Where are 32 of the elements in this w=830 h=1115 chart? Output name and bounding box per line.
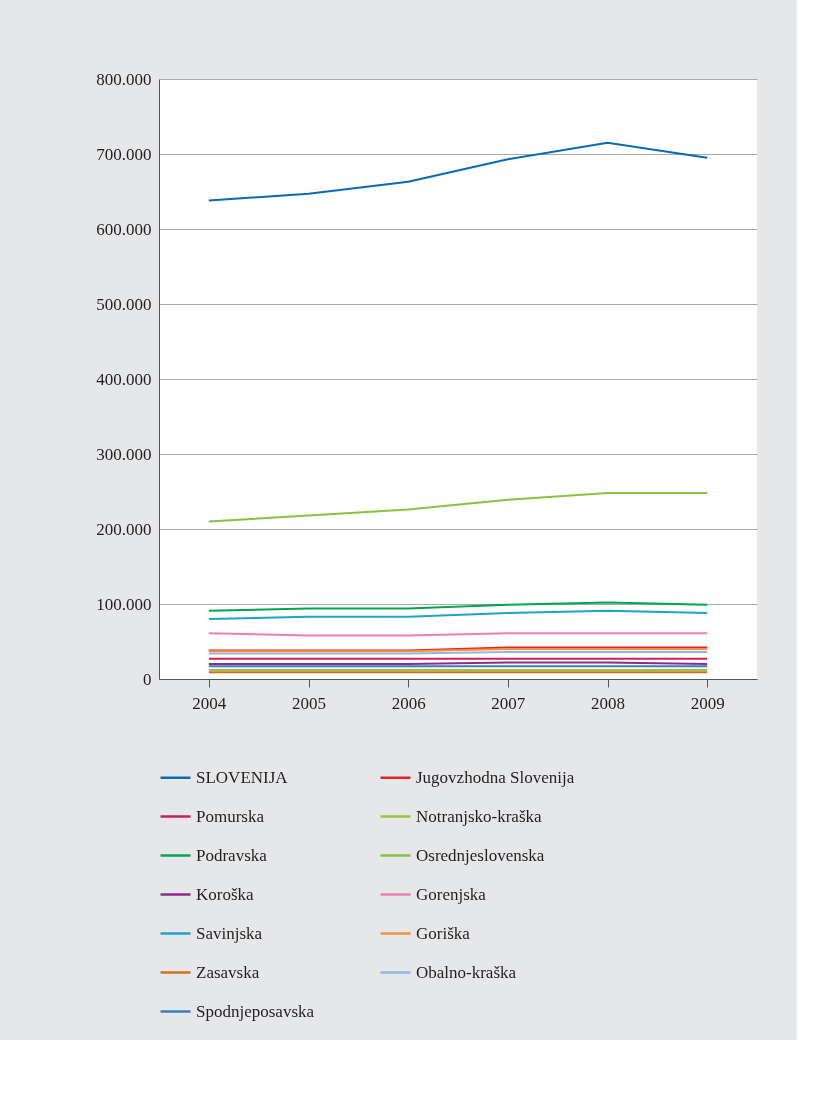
x-tick-label: 2008 <box>591 693 625 713</box>
y-tick-label: 200.000 <box>96 519 152 539</box>
legend-label: Zasavska <box>196 962 260 982</box>
x-tick-label: 2006 <box>391 693 426 713</box>
legend-label: Koroška <box>196 884 255 904</box>
legend-label: Savinjska <box>196 923 263 943</box>
legend-label: Osrednjeslovenska <box>416 845 545 865</box>
y-tick-label: 700.000 <box>96 144 152 164</box>
line-series <box>207 609 709 620</box>
legend-label: Goriška <box>416 923 471 943</box>
legend-label: Pomurska <box>196 806 265 826</box>
y-tick-label: 0 <box>143 669 152 689</box>
legend-label: SLOVENIJA <box>196 767 289 787</box>
x-tick-label: 2004 <box>192 693 227 713</box>
y-tick-label: 300.000 <box>96 444 152 464</box>
x-tick-label: 2007 <box>491 693 526 713</box>
x-tick-label: 2005 <box>292 693 326 713</box>
line-series <box>207 141 709 202</box>
x-tick-label: 2009 <box>690 693 725 713</box>
line-series <box>207 492 709 523</box>
legend-label: Notranjsko-kraška <box>416 806 543 826</box>
y-tick-label: 400.000 <box>96 369 152 389</box>
legend-label: Obalno-kraška <box>416 962 517 982</box>
legend-label: Spodnjeposavska <box>196 1001 315 1021</box>
legend-label: Gorenjska <box>416 884 487 904</box>
line-series <box>207 601 709 612</box>
y-tick-label: 600.000 <box>96 219 152 239</box>
y-tick-label: 800.000 <box>96 69 152 89</box>
legend-label: Jugovzhodna Slovenija <box>416 767 575 787</box>
legend-label: Podravska <box>196 845 268 865</box>
y-tick-label: 100.000 <box>96 594 152 614</box>
y-tick-label: 500.000 <box>96 294 152 314</box>
